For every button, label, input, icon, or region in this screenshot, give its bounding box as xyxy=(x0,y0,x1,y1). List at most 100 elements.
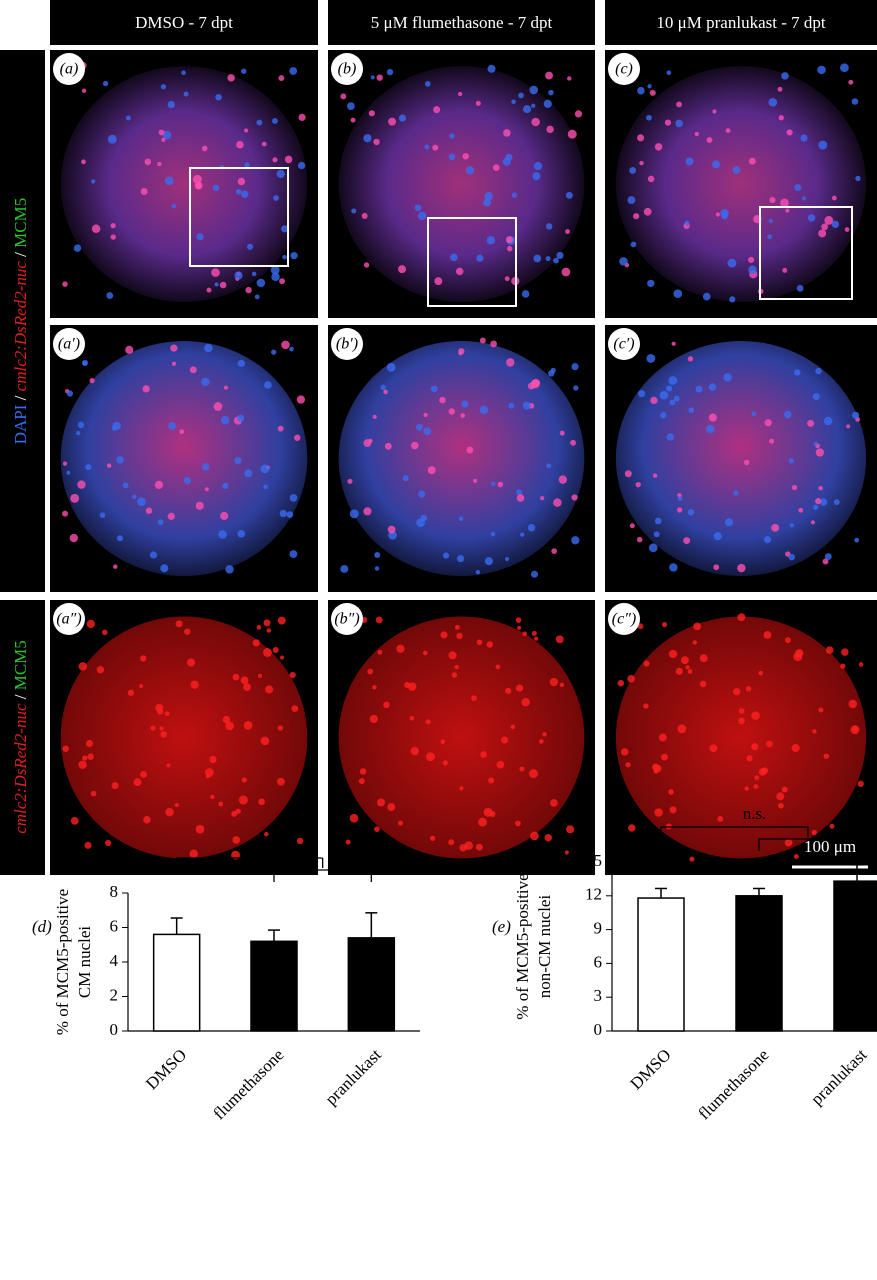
nucleus xyxy=(86,619,95,629)
nucleus xyxy=(440,631,448,639)
nucleus xyxy=(769,196,776,204)
nucleus xyxy=(76,430,81,436)
nucleus xyxy=(620,748,629,756)
tissue xyxy=(60,341,308,576)
nucleus xyxy=(807,214,816,222)
nucleus xyxy=(532,172,541,181)
nucleus xyxy=(179,429,185,435)
nucleus xyxy=(857,780,864,787)
nucleus xyxy=(218,530,227,539)
y-tick-label: 15 xyxy=(585,851,602,870)
nucleus xyxy=(646,114,652,121)
nucleus xyxy=(102,80,109,87)
nucleus xyxy=(737,613,746,622)
nucleus xyxy=(278,75,285,81)
y-tick-label: 0 xyxy=(110,1020,119,1039)
nucleus xyxy=(82,755,88,761)
chart-label: (d) xyxy=(32,917,52,936)
nucleus xyxy=(668,376,678,385)
nucleus xyxy=(544,834,552,842)
nucleus xyxy=(515,684,524,692)
nucleus xyxy=(66,470,71,475)
nucleus xyxy=(751,411,757,417)
nucleus xyxy=(673,289,683,298)
nucleus xyxy=(167,100,175,109)
nucleus xyxy=(85,464,92,471)
nucleus xyxy=(561,267,571,277)
nucleus xyxy=(825,646,834,654)
nucleus xyxy=(823,753,830,759)
nucleus xyxy=(190,680,199,689)
nucleus xyxy=(73,244,82,252)
nucleus xyxy=(534,636,539,641)
nucleus xyxy=(794,183,802,192)
nucleus xyxy=(168,422,177,430)
nucleus xyxy=(846,424,851,429)
nucleus xyxy=(219,281,227,289)
nucleus xyxy=(101,629,108,636)
nucleus xyxy=(70,816,79,825)
nucleus xyxy=(442,760,448,766)
nucleus xyxy=(648,543,658,553)
nucleus xyxy=(619,257,628,266)
nucleus xyxy=(369,714,378,724)
nucleus xyxy=(144,158,152,166)
nucleus xyxy=(351,208,357,214)
nucleus xyxy=(112,421,121,431)
nucleus xyxy=(383,389,388,395)
nucleus xyxy=(284,155,293,164)
nucleus xyxy=(466,446,474,454)
header-box xyxy=(50,0,318,45)
nucleus xyxy=(785,208,790,213)
nucleus xyxy=(377,649,383,655)
nucleus xyxy=(361,212,368,219)
nucleus xyxy=(454,624,460,630)
nucleus xyxy=(189,849,198,858)
nucleus xyxy=(712,160,721,169)
nucleus xyxy=(187,658,196,667)
nucleus xyxy=(260,736,270,746)
nucleus xyxy=(629,166,637,174)
nucleus xyxy=(784,410,792,419)
nucleus xyxy=(687,508,695,516)
nucleus xyxy=(223,385,228,390)
nucleus xyxy=(205,774,210,779)
nucleus xyxy=(220,416,230,425)
panel-label-bg xyxy=(608,53,640,85)
nucleus xyxy=(738,708,745,714)
nucleus xyxy=(448,408,455,415)
nucleus xyxy=(687,669,693,674)
nucleus xyxy=(800,134,808,142)
nucleus xyxy=(170,344,178,352)
nucleus xyxy=(471,695,477,701)
nucleus xyxy=(758,767,767,776)
nucleus xyxy=(456,632,463,640)
nucleus xyxy=(677,496,683,502)
nucleus xyxy=(637,86,645,95)
nucleus xyxy=(818,485,823,491)
nucleus xyxy=(510,724,516,730)
nucleus xyxy=(780,198,789,208)
nucleus xyxy=(410,747,419,756)
nucleus xyxy=(671,341,676,346)
nucleus xyxy=(110,223,116,229)
nucleus xyxy=(515,820,521,827)
nucleus xyxy=(225,565,234,574)
nucleus xyxy=(140,188,148,196)
nucleus xyxy=(439,396,446,404)
nucleus xyxy=(745,686,752,692)
y-tick-label: 2 xyxy=(110,985,119,1004)
nucleus xyxy=(630,241,637,248)
nucleus xyxy=(748,256,755,263)
nucleus xyxy=(813,504,819,510)
nucleus xyxy=(480,751,487,758)
nucleus xyxy=(286,511,294,518)
nucleus xyxy=(727,258,737,268)
y-axis-label: % of MCM5-positive CM nuclei xyxy=(53,889,94,1035)
nucleus xyxy=(455,267,464,276)
nucleus xyxy=(784,838,793,847)
nucleus xyxy=(69,533,78,543)
nucleus xyxy=(751,743,759,751)
nucleus xyxy=(527,523,536,532)
